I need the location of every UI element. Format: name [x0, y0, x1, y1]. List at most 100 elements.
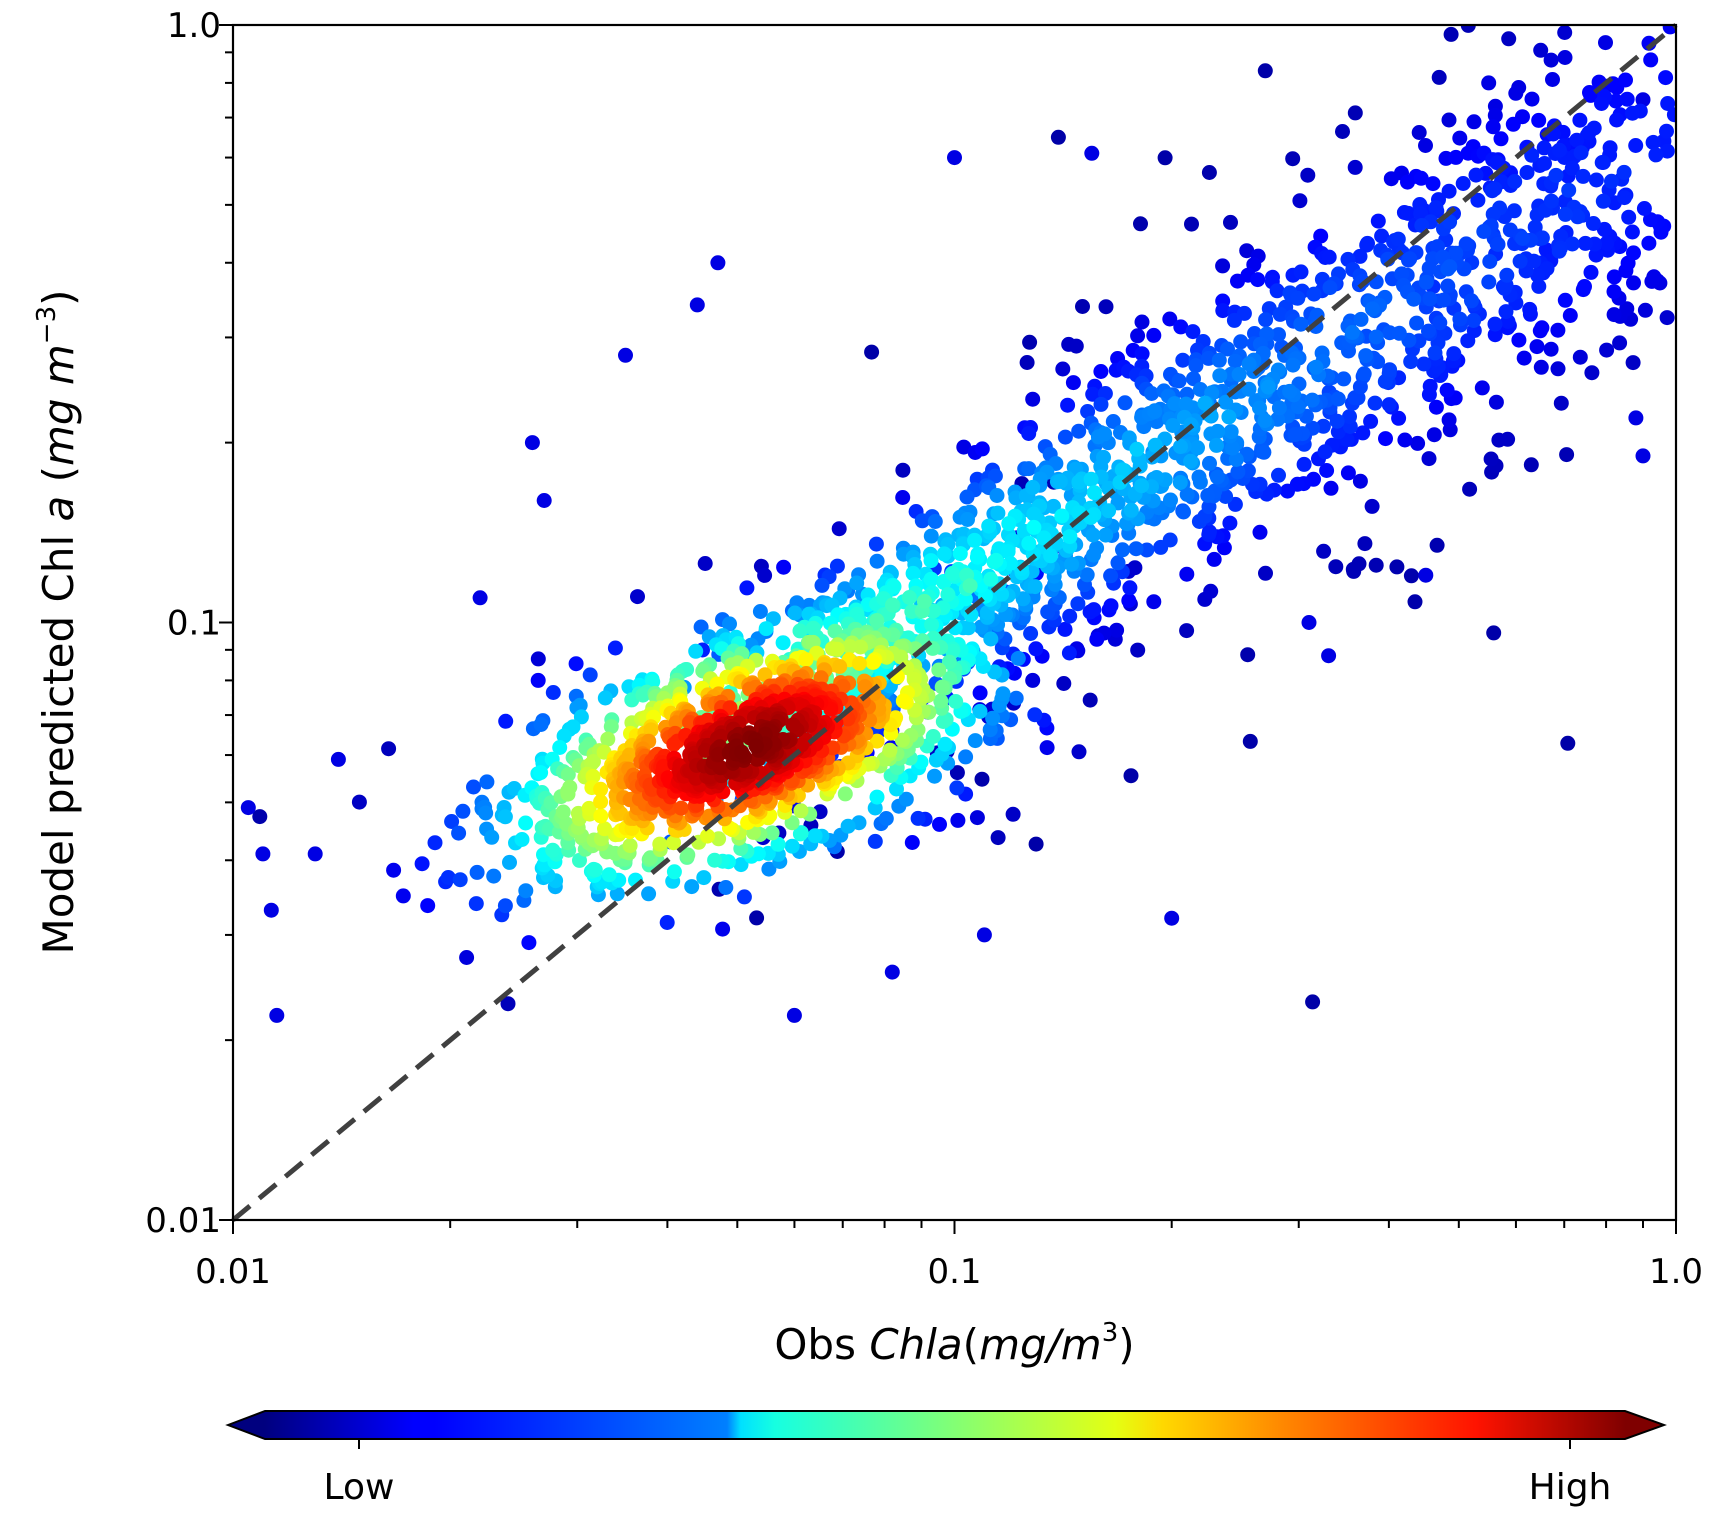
scatter-point	[255, 846, 271, 862]
scatter-point	[1363, 413, 1379, 429]
scatter-point	[1071, 474, 1087, 490]
scatter-point	[1086, 485, 1102, 501]
scatter-point	[1070, 596, 1086, 612]
x-tick-label-1-0: 1.0	[1649, 1252, 1703, 1292]
scatter-point	[1144, 386, 1160, 401]
scatter-point	[1290, 399, 1306, 415]
scatter-point	[949, 780, 965, 796]
scatter-point	[440, 870, 456, 885]
scatter-point	[1335, 124, 1350, 139]
scatter-point	[1022, 334, 1038, 350]
scatter-point	[680, 847, 696, 863]
scatter-point	[927, 514, 943, 529]
scatter-point	[1533, 42, 1549, 58]
scatter-point	[832, 659, 848, 674]
scatter-point	[1146, 594, 1162, 610]
scatter-point	[1645, 134, 1661, 150]
scatter-point	[593, 794, 609, 810]
scatter-point	[969, 810, 985, 826]
scatter-point	[885, 597, 900, 613]
scatter-point	[1382, 362, 1398, 378]
scatter-point	[1130, 328, 1146, 344]
scatter-point	[1301, 615, 1317, 630]
scatter-point	[842, 639, 858, 655]
scatter-point	[1391, 410, 1407, 426]
scatter-point	[1250, 272, 1266, 288]
scatter-point	[1378, 431, 1393, 447]
scatter-point	[1352, 248, 1368, 264]
y-tick-label-0-01: 0.01	[145, 1201, 221, 1241]
scatter-point	[1588, 247, 1604, 263]
scatter-point	[1211, 352, 1227, 368]
y-axis-tick-labels: 0.01 0.1 1.0	[145, 6, 221, 1241]
scatter-point	[794, 737, 810, 753]
scatter-point	[1374, 228, 1390, 244]
scatter-point	[1397, 432, 1413, 448]
scatter-point	[1624, 224, 1640, 240]
scatter-point	[1272, 306, 1288, 322]
scatter-point	[1577, 279, 1592, 294]
scatter-point	[1256, 444, 1272, 460]
scatter-point	[787, 605, 803, 621]
scatter-point	[1128, 541, 1144, 557]
scatter-point	[700, 828, 715, 844]
scatter-point	[898, 791, 914, 807]
scatter-point	[1000, 544, 1016, 560]
scatter-point	[869, 553, 885, 569]
scatter-point	[831, 521, 847, 537]
colorbar: Low High	[225, 1410, 1667, 1508]
scatter-point	[1572, 112, 1588, 128]
scatter-point	[466, 779, 481, 795]
scatter-point	[1147, 404, 1163, 420]
scatter-point	[1658, 70, 1674, 86]
scatter-point	[1216, 540, 1232, 556]
scatter-point	[1466, 114, 1482, 130]
scatter-point	[497, 898, 513, 914]
scatter-point	[1391, 325, 1407, 341]
scatter-point	[1481, 75, 1497, 91]
scatter-point	[1426, 427, 1442, 443]
scatter-point	[1021, 426, 1037, 441]
scatter-point	[1636, 201, 1652, 216]
scatter-point	[1485, 119, 1501, 135]
scatter-point	[1422, 291, 1438, 307]
scatter-point	[1086, 547, 1101, 563]
scatter-point	[1296, 456, 1312, 472]
scatter-point	[878, 811, 894, 826]
scatter-point	[1172, 475, 1188, 490]
scatter-point	[1317, 444, 1333, 460]
scatter-point	[263, 902, 279, 918]
x-tick-label-0-01: 0.01	[195, 1252, 271, 1292]
scatter-point	[1056, 676, 1072, 691]
scatter-point	[478, 805, 494, 821]
scatter-point	[1057, 429, 1073, 445]
scatter-point	[1080, 404, 1096, 419]
scatter-point	[1002, 556, 1018, 571]
scatter-point	[684, 879, 700, 895]
scatter-point	[1448, 149, 1464, 165]
scatter-point	[1635, 92, 1651, 108]
scatter-point	[1452, 130, 1468, 146]
scatter-point	[1054, 508, 1070, 524]
scatter-point	[1258, 312, 1274, 328]
scatter-point	[1084, 145, 1100, 161]
scatter-point	[1418, 567, 1434, 583]
scatter-point	[1050, 129, 1066, 145]
scatter-point	[1184, 216, 1199, 232]
scatter-point	[1093, 396, 1109, 412]
scatter-point	[793, 803, 809, 819]
scatter-point	[1501, 31, 1517, 47]
scatter-point	[916, 593, 932, 609]
scatter-point	[1625, 105, 1640, 121]
scatter-point	[1529, 339, 1545, 355]
scatter-point	[1368, 557, 1384, 573]
scatter-point	[1260, 379, 1276, 395]
scatter-point	[1153, 539, 1169, 555]
scatter-point	[962, 578, 978, 594]
scatter-point	[1241, 381, 1257, 397]
scatter-point	[469, 864, 485, 880]
scatter-point	[853, 639, 868, 655]
scatter-point	[932, 816, 947, 832]
scatter-point	[1075, 299, 1090, 314]
scatter-point	[1476, 224, 1492, 239]
